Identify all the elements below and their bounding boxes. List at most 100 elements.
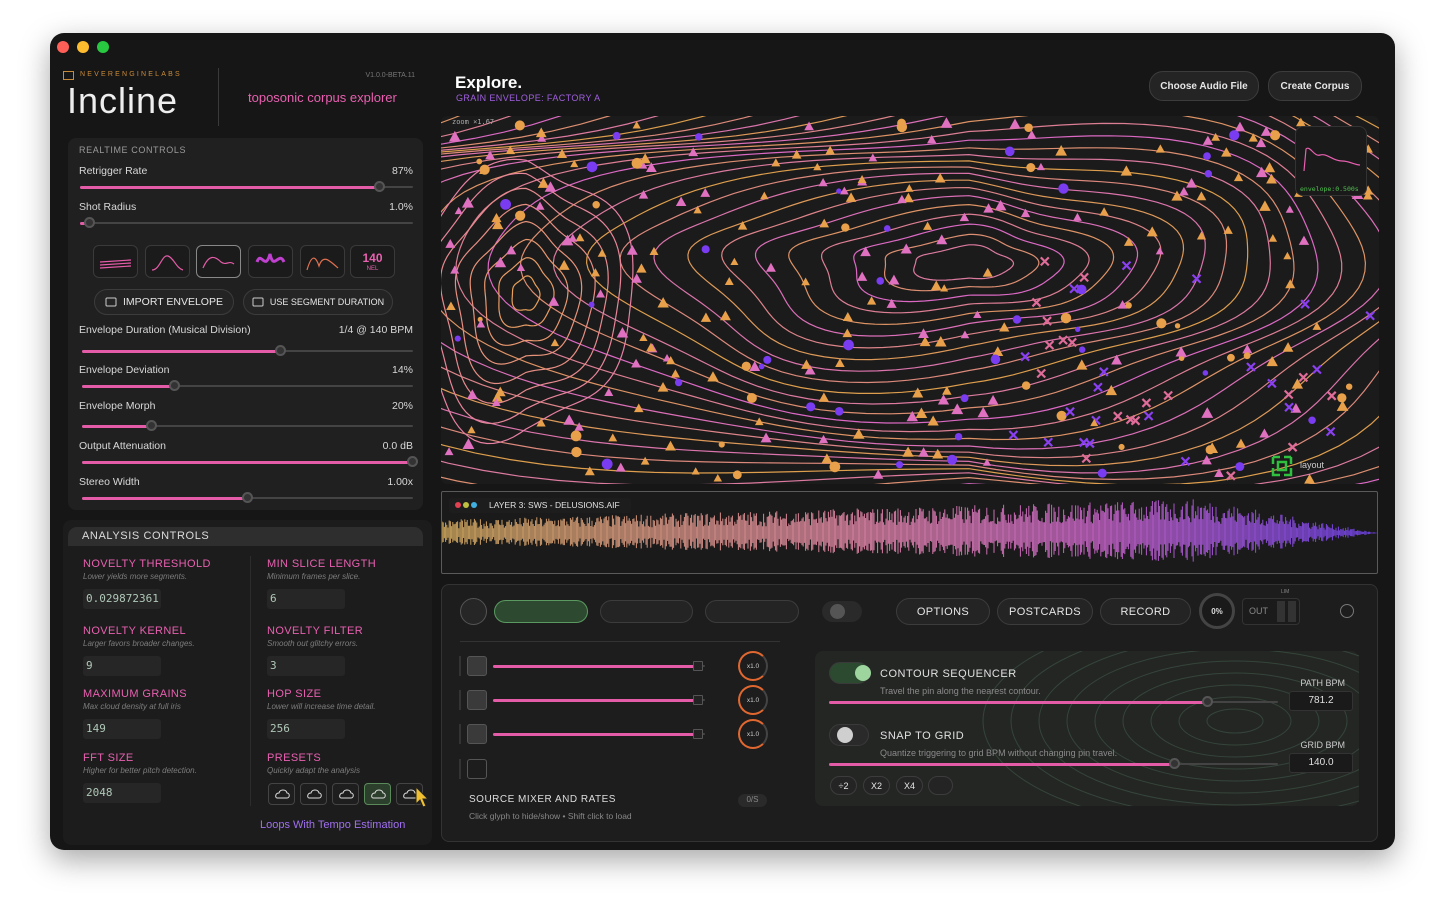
contour-line [455,122,1343,433]
preset-button[interactable] [332,783,359,805]
multiplier-button[interactable]: X4 [896,776,923,795]
envelope-preset[interactable] [196,245,241,278]
grain-triangle [492,218,504,230]
transport-button[interactable]: POSTCARDS [997,598,1093,625]
slider-track[interactable] [82,456,418,467]
slider-knob[interactable] [373,181,385,192]
sequencer-fill [829,762,1175,766]
slider-track[interactable] [80,181,413,192]
multiplier-button[interactable]: ÷2 [830,776,857,795]
output-dial[interactable]: 0% [1199,593,1235,629]
slider-knob[interactable] [83,217,95,228]
rate-dial[interactable]: x1.0 [738,651,768,681]
reset-button[interactable] [928,776,953,795]
slider-value: 20% [391,400,413,412]
slider-track[interactable] [82,380,413,391]
field-input[interactable]: 6 [267,589,345,609]
envelope-curve [255,253,286,263]
sequencer-slider[interactable] [829,758,1278,769]
envelope-preset[interactable] [248,245,293,278]
envelope-curve [306,257,339,271]
transport-button[interactable]: OPTIONS [896,598,990,625]
grain-triangle [860,246,871,257]
field-input[interactable]: 3 [267,656,345,676]
contour-map[interactable] [441,116,1379,484]
grain-triangle [960,330,970,339]
field-input[interactable]: 0.029872361 [83,589,161,609]
field-value: 149 [86,722,106,735]
transport-button[interactable]: RECORD [1100,598,1191,625]
preset-button[interactable] [268,783,295,805]
shape [307,789,322,799]
grain-triangle [1055,145,1068,156]
traffic-light[interactable] [97,41,109,53]
slider-knob[interactable] [274,345,286,356]
grain-cross [1121,260,1132,271]
help-button[interactable] [1340,604,1354,618]
decor-contour [1150,684,1320,758]
multiplier-button[interactable]: X2 [863,776,890,795]
grain-dot [763,355,772,364]
mix-slider[interactable] [493,729,705,739]
slider-value: 87% [391,165,413,177]
field-input[interactable]: 256 [267,719,345,739]
sequencer-slider[interactable] [829,696,1278,707]
slider-knob[interactable] [168,380,180,391]
field-input[interactable]: 2048 [83,783,161,803]
decor-contour [1122,672,1348,770]
traffic-light[interactable] [57,41,69,53]
bpm-input[interactable]: 781.2 [1289,691,1353,711]
grain-triangle [574,422,584,431]
rate-dial[interactable]: x1.0 [738,719,768,749]
grain-triangle [897,194,907,204]
slider-track[interactable] [82,420,413,431]
slider-knob[interactable] [407,456,418,467]
envelope-preset[interactable] [300,245,345,278]
envelope-preset[interactable] [145,245,190,278]
view-title: Explore. [455,73,523,92]
envelope-button[interactable]: USE SEGMENT DURATION [243,289,393,315]
cloud-button[interactable] [705,600,799,623]
tempo-badge[interactable]: 140 NEL [350,245,395,278]
grain-triangle [557,148,568,158]
source-glyph[interactable] [467,690,487,710]
mix-slider[interactable] [493,661,705,671]
play-button[interactable] [494,600,588,623]
grain-cross [1300,299,1310,309]
preset-button[interactable] [364,783,391,805]
envelope-preset[interactable] [93,245,138,278]
field-input[interactable]: 149 [83,719,161,739]
field-value: 3 [270,659,277,672]
grain-dot [454,335,461,342]
preset-button[interactable] [300,783,327,805]
header-button[interactable]: Create Corpus [1268,71,1362,101]
rate-dial[interactable]: x1.0 [738,685,768,715]
grain-triangle [645,162,657,172]
field-input[interactable]: 9 [83,656,161,676]
slider-knob[interactable] [145,420,157,431]
slider-knob[interactable] [241,492,253,503]
grain-triangle [537,177,550,188]
traffic-light[interactable] [77,41,89,53]
loop-button[interactable] [600,600,693,623]
power-button[interactable] [460,598,487,625]
layout-toggle[interactable]: layout [1300,460,1325,470]
contour-line [441,116,1379,467]
source-glyph[interactable] [467,656,487,676]
sequencer-knob[interactable] [1202,696,1213,707]
bpm-input[interactable]: 140.0 [1289,753,1353,773]
slider-track[interactable] [82,345,413,356]
slider-track[interactable] [80,217,413,228]
source-glyph[interactable] [467,724,487,744]
source-glyph[interactable] [467,759,487,779]
envelope-preview-curve [1303,147,1361,172]
field-label: FFT SIZE [83,752,134,764]
sequencer-knob[interactable] [1169,758,1180,769]
grain-triangle [977,406,989,418]
slider-track[interactable] [82,492,413,503]
envelope-button[interactable]: IMPORT ENVELOPE [94,289,234,315]
header-button[interactable]: Choose Audio File [1149,71,1259,101]
grain-triangle [1263,162,1276,173]
mix-slider[interactable] [493,695,705,705]
